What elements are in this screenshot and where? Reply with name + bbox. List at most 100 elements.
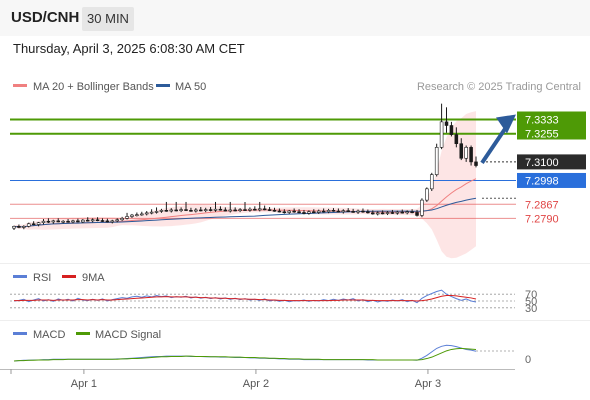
x-tick-label: Apr 1 (71, 378, 97, 390)
candle-body (144, 212, 149, 215)
panel-divider (0, 263, 590, 264)
candle-body (208, 209, 213, 211)
pivot-label-bg (517, 172, 586, 188)
candle-body (464, 147, 468, 159)
candle-body (420, 199, 424, 216)
candle-body (184, 209, 188, 211)
candle-body (56, 220, 61, 223)
candle-body (179, 209, 183, 211)
candle-body (459, 143, 464, 159)
candle-body (253, 208, 257, 211)
candle-body (238, 209, 242, 211)
macd-legend-label: MACD (33, 329, 65, 341)
candle-body (189, 210, 193, 212)
last-price-label: 7.3100 (525, 157, 559, 169)
rsi-tick-label: 30 (525, 303, 537, 315)
macd-line (13, 344, 477, 362)
candle-body (312, 211, 316, 214)
macd-signal-legend-swatch (76, 332, 90, 335)
x-axis-line (0, 369, 515, 370)
watermark: Research © 2025 Trading Central (417, 81, 581, 93)
timeframe-badge[interactable]: 30 MIN (82, 7, 134, 31)
candle-body (262, 208, 267, 211)
candle-body (321, 210, 326, 213)
candle-body (454, 134, 459, 145)
candle-body (282, 211, 287, 214)
rsi-ma-line (14, 295, 477, 302)
panel-divider (0, 320, 590, 321)
candle-body (371, 212, 375, 215)
candle-body (366, 211, 370, 214)
arrow-head (496, 114, 516, 134)
resistance-label-2: 7.3255 (525, 129, 559, 141)
candle-body (174, 209, 178, 212)
candle-body (380, 212, 385, 215)
candle-body (361, 210, 365, 213)
ma20-legend-swatch (13, 84, 27, 87)
candle-body (81, 219, 85, 223)
candle-body (66, 220, 70, 223)
candle-body (243, 209, 247, 211)
candle-body (228, 209, 233, 212)
candle-body (474, 161, 478, 166)
candle-body (439, 121, 444, 148)
candle-body (95, 219, 100, 222)
candle-body (346, 210, 350, 212)
symbol-title: USD/CNH (11, 9, 80, 26)
candle-body (36, 222, 41, 225)
ma50-line (13, 197, 477, 228)
candle-body (248, 208, 252, 211)
candle-body (405, 211, 409, 214)
candle-body (218, 208, 223, 211)
candle-body (41, 220, 46, 223)
candle-body (297, 211, 301, 214)
candle-body (336, 210, 341, 213)
candle-body (17, 226, 21, 228)
candle-body (307, 211, 311, 214)
candle-body (194, 209, 198, 212)
macd-signal-line (13, 347, 477, 362)
candle-body (105, 220, 110, 223)
candle-body (434, 147, 439, 175)
candle-body (61, 220, 65, 223)
candle-body (130, 214, 134, 217)
candle-body (115, 219, 119, 222)
candle-body (277, 210, 282, 213)
candle-body (410, 211, 414, 214)
x-tick-label: Apr 2 (243, 378, 269, 390)
macd-legend-swatch (13, 332, 27, 335)
candle-body (12, 226, 16, 229)
candle-body (425, 188, 429, 201)
candle-body (233, 209, 237, 212)
candle-body (26, 223, 31, 227)
candle-body (159, 210, 164, 212)
ma50-legend-label: MA 50 (175, 81, 206, 93)
candle-body (390, 212, 395, 214)
macd-signal-legend-label: MACD Signal (95, 329, 161, 341)
candle-body (110, 220, 115, 223)
rsi-legend-label: RSI (33, 272, 51, 284)
candle-body (213, 208, 218, 211)
candle-body (415, 212, 419, 216)
rsi-tick-label: 50 (525, 296, 537, 308)
candle-body (164, 210, 169, 212)
support-label-1: 7.2867 (525, 199, 559, 211)
candle-body (257, 208, 262, 211)
rsi-ma-legend-label: 9MA (82, 272, 105, 284)
last-price-label-bg (517, 154, 586, 170)
x-axis: Apr 1 Apr 2 Apr 3 (10, 369, 441, 390)
candle-body (203, 209, 208, 211)
candle-body (169, 209, 174, 212)
candle-body (272, 210, 277, 212)
price-labels: 7.3333 7.3255 7.3100 7.2998 7.2867 7.2790 (517, 111, 586, 225)
candle-body (31, 223, 36, 226)
candle-body (149, 211, 154, 214)
candle-body (385, 212, 390, 214)
candle-body (154, 211, 159, 213)
candle-body (140, 213, 144, 216)
ma50-legend-swatch (156, 84, 170, 87)
pivot-label: 7.2998 (525, 175, 559, 187)
support-label-2: 7.2790 (525, 213, 559, 225)
